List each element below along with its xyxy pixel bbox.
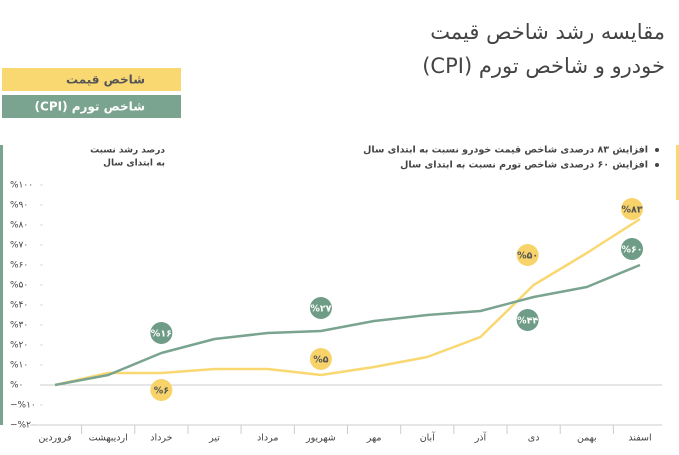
x-tick-label: فروردین — [38, 433, 71, 444]
edge-bar — [676, 145, 679, 200]
legend-swatch — [2, 95, 181, 118]
note: افزایش ۶۰ درصدی شاخص تورم نسبت به ابتدای… — [400, 160, 648, 171]
y-axis-label: درصد رشد نسبت — [90, 146, 165, 156]
value-badge — [150, 379, 173, 401]
value-label: %۵ — [313, 355, 329, 366]
y-axis-label: به ابتدای سال — [103, 159, 165, 169]
x-tick-label: بهمن — [577, 433, 597, 444]
x-tick-label: اردیبهشت — [89, 433, 128, 444]
y-tick-label: %۱۰ — [10, 361, 28, 371]
x-tick-label: خرداد — [150, 433, 172, 444]
y-tick-label: −%۲۰ — [10, 421, 36, 431]
y-tick-label: %۵۰ — [10, 281, 28, 291]
x-tick-label: آبان — [420, 431, 436, 444]
y-tick-label: %۶۰ — [10, 261, 28, 271]
value-badge — [309, 348, 332, 370]
value-label: %۴۴ — [517, 316, 538, 327]
x-tick-label: مرداد — [257, 433, 278, 444]
value-badge — [309, 297, 332, 319]
x-tick-label: تیر — [208, 433, 220, 444]
y-tick-label: %۱۰۰ — [10, 181, 33, 191]
value-badge — [150, 322, 173, 344]
y-tick-label: %۸۰ — [10, 221, 28, 231]
value-badge — [516, 244, 539, 266]
x-tick-label: شهریور — [305, 433, 336, 444]
bullet — [655, 148, 659, 152]
value-label: %۶ — [154, 386, 169, 397]
value-label: %۱۶ — [151, 329, 172, 340]
series-line — [54, 263, 641, 387]
value-label: %۸۳ — [621, 205, 642, 216]
note: افزایش ۸۳ درصدی شاخص قیمت خودرو نسبت به … — [363, 145, 648, 156]
value-badge — [621, 198, 643, 220]
y-tick-label: %۲۰ — [10, 341, 28, 351]
bullet — [655, 163, 659, 167]
chart-title: خودرو و شاخص تورم (CPI) — [422, 54, 665, 78]
y-tick-label: %۳۰ — [10, 321, 28, 331]
edge-bar — [0, 145, 3, 425]
legend-swatch — [2, 68, 181, 91]
x-tick-label: آذر — [474, 431, 487, 444]
legend-label: شاخص تورم (CPI) — [35, 100, 145, 115]
x-tick-label: مهر — [366, 433, 382, 444]
value-badge — [621, 238, 643, 260]
y-tick-label: %۴۰ — [10, 301, 28, 311]
x-tick-label: اسفند — [628, 433, 651, 444]
y-tick-label: %۹۰ — [10, 201, 28, 211]
y-tick-label: %۷۰ — [10, 241, 28, 251]
value-badge — [516, 309, 539, 331]
series-line — [54, 217, 641, 387]
value-label: %۶۰ — [621, 245, 642, 256]
value-label: %۲۷ — [310, 304, 331, 315]
y-tick-label: −%۱۰ — [10, 401, 36, 411]
legend-label: شاخص قیمت — [66, 73, 145, 87]
x-tick-label: دی — [528, 433, 540, 444]
y-tick-label: %۰ — [10, 381, 23, 391]
chart-title: مقایسه رشد شاخص قیمت — [430, 20, 665, 44]
value-label: %۵۰ — [517, 251, 538, 262]
